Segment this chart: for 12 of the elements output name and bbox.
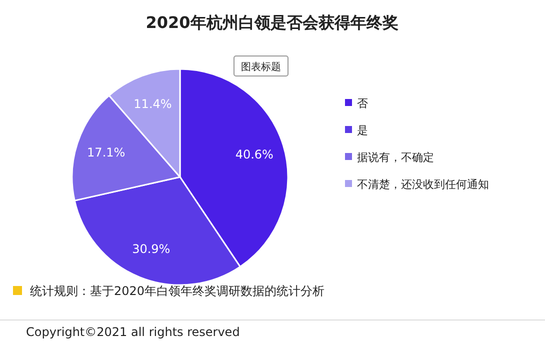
text: 图表标题 [241,61,281,73]
legend-label: 不清楚，还没收到任何通知 [357,178,489,191]
data-label: 11.4% [134,97,172,112]
legend-label: 是 [357,124,368,137]
chart-title: 2020年杭州白领是否会获得年终奖 [146,13,398,32]
data-label: 17.1% [87,146,126,160]
text: 统计规则：基于2020年白领年终奖调研数据的统计分析 [30,284,325,298]
text: Copyright©2021 all rights reserved [26,325,240,339]
data-label: 40.6% [235,147,274,162]
data-label: 30.9% [132,242,170,256]
legend-label: 据说有，不确定 [357,151,434,164]
legend-label: 否 [357,97,368,110]
